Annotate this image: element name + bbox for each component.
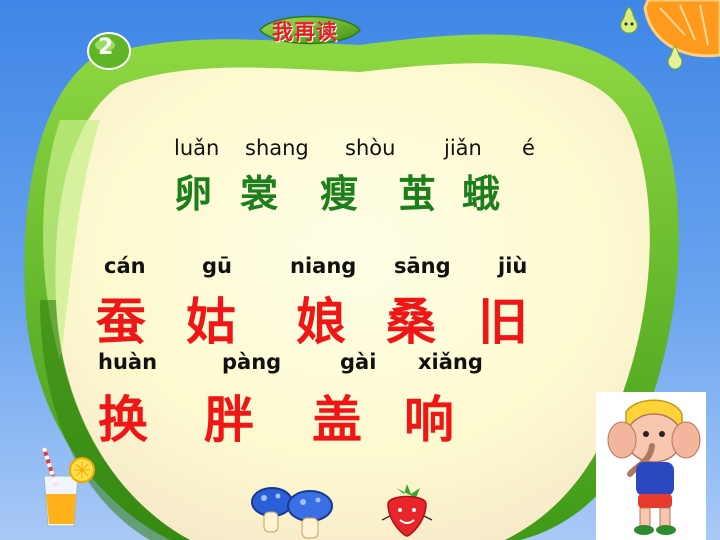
pinyin-jian: jiǎn — [444, 136, 482, 160]
pinyin-shang: shang — [245, 136, 309, 160]
title-banner — [259, 15, 361, 45]
pinyin-e: é — [522, 136, 535, 160]
mushrooms-icon — [251, 487, 333, 539]
char-shou: 瘦 — [320, 172, 359, 216]
char-xiang: 响 — [404, 391, 454, 449]
pinyin-luan: luǎn — [174, 136, 220, 160]
pinyin-pang: pàng — [222, 350, 282, 374]
pear-icon — [620, 6, 638, 34]
pinyin-jiu: jiù — [498, 254, 528, 278]
pinyin-gai: gài — [340, 350, 377, 374]
strawberry-icon — [381, 484, 433, 537]
char-niang: 娘 — [296, 293, 346, 351]
pinyin-niang: niang — [290, 254, 357, 278]
char-huan: 换 — [98, 391, 148, 449]
pear-icon-small — [667, 45, 683, 70]
char-shang: 裳 — [240, 172, 279, 216]
char-can: 蚕 — [96, 293, 146, 351]
orange-slice-icon — [643, 0, 720, 58]
char-gu: 姑 — [186, 293, 236, 351]
lesson-number: 2 — [98, 35, 114, 60]
lesson-title: 我再读 — [272, 20, 338, 44]
lesson-number-badge — [87, 32, 131, 70]
juice-glass-icon — [42, 447, 95, 527]
pinyin-sang: sāng — [394, 254, 451, 278]
elephant-cartoon-icon — [607, 399, 701, 535]
char-luan: 卵 — [174, 172, 213, 216]
pinyin-gu: gū — [202, 254, 232, 278]
char-jiu: 旧 — [478, 293, 528, 351]
char-pang: 胖 — [204, 391, 254, 449]
char-jian: 茧 — [398, 172, 437, 216]
char-gai: 盖 — [312, 391, 362, 449]
char-sang: 桑 — [386, 293, 436, 351]
pinyin-huan: huàn — [98, 350, 158, 374]
pinyin-can: cán — [104, 254, 146, 278]
pinyin-xiang: xiǎng — [418, 350, 483, 374]
pinyin-shou: shòu — [345, 136, 396, 160]
elephant-panel — [596, 392, 706, 540]
char-e: 蛾 — [462, 172, 501, 216]
